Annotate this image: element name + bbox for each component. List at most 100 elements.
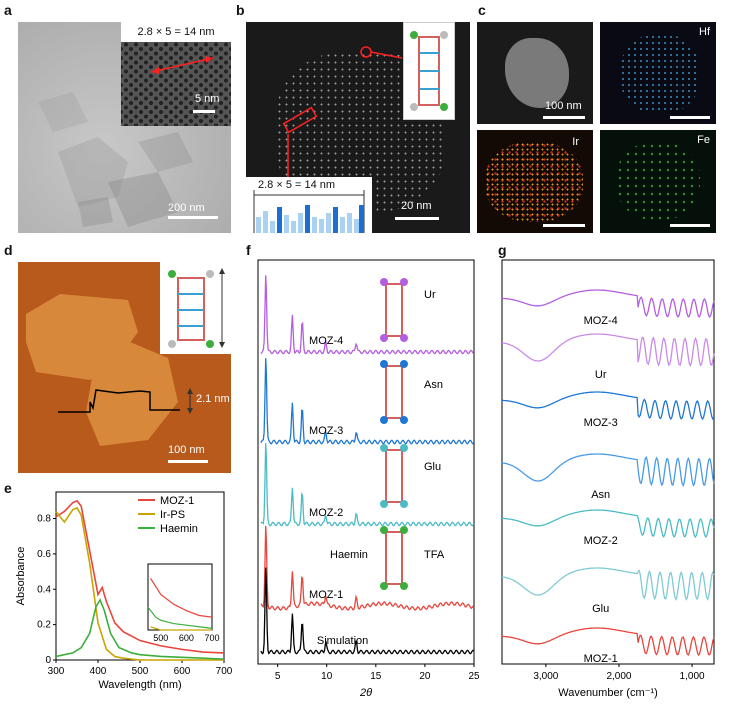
legend-label: Haemin: [160, 523, 198, 535]
map-fe: Fe: [600, 130, 716, 233]
series-line-moz-3: [501, 391, 715, 421]
scale-bar: [395, 217, 439, 220]
series-line-moz-1: [501, 627, 715, 657]
panel-label: e: [4, 480, 12, 496]
series-line-moz-4: [501, 289, 715, 319]
series-line-ur: [501, 333, 715, 368]
element-label: Fe: [697, 134, 710, 146]
annotation-label: Ur: [424, 289, 436, 301]
molecule-end: [400, 444, 408, 452]
inset-frame: [147, 563, 213, 631]
x-tick-label: 15: [370, 671, 382, 682]
y-tick-label: 0.8: [37, 514, 51, 525]
panel-label: c: [478, 2, 486, 18]
map-hf: Hf: [600, 22, 716, 124]
absorbance-chart: 300 400 500 600 700 0 0.2 0.4 0.6 0.8 Wavelength (…: [15, 491, 232, 691]
series-line-moz-3: [260, 358, 475, 445]
profile-label: 2.8 × 5 = 14 nm: [258, 179, 336, 191]
molecule-icon: [380, 278, 408, 342]
x-tick-label: 3,000: [533, 671, 558, 682]
molecule-end: [400, 360, 408, 368]
tem-flakes: [38, 92, 193, 227]
molecule-icon: [380, 444, 408, 508]
profile-box: 2.8 × 5 = 14 nm: [246, 177, 372, 233]
series-line-glu: [501, 567, 715, 602]
scale-label: 100 nm: [545, 100, 582, 112]
molecule-frame: [385, 531, 403, 585]
series-label: Glu: [592, 603, 609, 615]
series-line-simulation: [260, 567, 475, 655]
panel-label: g: [498, 242, 507, 258]
map-ir: Ir: [477, 130, 593, 233]
y-tick-label: 0.6: [37, 549, 51, 560]
y-axis-label: Absorbance: [15, 547, 27, 606]
stem-image: 2.8 × 5 = 14 nm 20 nm: [246, 22, 470, 233]
series-line-moz-4: [260, 275, 475, 355]
series-label: MOZ-3: [584, 417, 618, 429]
molecule-inset: [160, 262, 231, 354]
molecule-end: [380, 360, 388, 368]
inset-series-line: [150, 578, 213, 618]
inset-header: 2.8 × 5 = 14 nm: [121, 22, 231, 42]
x-tick-label: 1,000: [680, 671, 705, 682]
molecule-end: [400, 582, 408, 590]
x-axis-label: 2θ: [359, 687, 372, 699]
molecule-end: [380, 334, 388, 342]
molecule-end: [380, 500, 388, 508]
inset-scale-bar: [193, 110, 215, 113]
x-tick-label: 5: [275, 671, 281, 682]
scale-label: 100 nm: [168, 444, 205, 456]
y-tick-label: 0.4: [37, 584, 51, 595]
inset-arrow: [150, 56, 214, 74]
scale-bar: [543, 116, 585, 119]
element-label: Hf: [699, 26, 710, 38]
x-tick-label: 20: [419, 671, 431, 682]
molecule-end: [400, 334, 408, 342]
ftir-chart: 3,000 2,000 1,000 Wavenumber (cm⁻¹) MOZ-4 Ur M…: [501, 259, 715, 699]
x-tick-label: 10: [321, 671, 333, 682]
panel-label: a: [4, 2, 12, 18]
molecule-inset: [403, 22, 455, 120]
element-label: Ir: [572, 136, 579, 148]
series-line-haemin: [55, 598, 225, 660]
series-label: MOZ-1: [309, 589, 343, 601]
panel-label: d: [4, 242, 13, 258]
scale-label: 200 nm: [168, 202, 205, 214]
molecule-frame: [385, 283, 403, 337]
molecule-end: [380, 278, 388, 286]
x-tick-label: 2,000: [606, 671, 631, 682]
inset-x-tick-label: 500: [153, 633, 168, 643]
inset-x-tick-label: 700: [204, 633, 219, 643]
series-line-moz-1: [55, 499, 225, 654]
plot-frame: [257, 259, 475, 665]
scale-label: 20 nm: [401, 200, 432, 212]
legend-label: MOZ-1: [160, 495, 194, 507]
molecule-icon: [380, 360, 408, 424]
molecule-frame: [385, 449, 403, 503]
haadf-image: 100 nm: [477, 22, 593, 124]
series-line-ir-ps: [55, 506, 224, 661]
scale-bar: [670, 116, 710, 119]
series-label: MOZ-3: [309, 425, 343, 437]
series-line-moz-2: [501, 509, 715, 539]
x-axis-label: Wavenumber (cm⁻¹): [558, 687, 658, 699]
series-label: Ur: [595, 369, 607, 381]
annotation-label: Haemin: [330, 549, 368, 561]
x-axis-label: Wavelength (nm): [98, 679, 181, 691]
series-label: MOZ-2: [584, 535, 618, 547]
inset-scale-label: 5 nm: [195, 93, 220, 105]
x-tick-label: 400: [90, 666, 107, 677]
flake: [505, 38, 569, 108]
molecule-end: [380, 526, 388, 534]
molecule-end: [400, 278, 408, 286]
scale-bar: [168, 216, 218, 219]
stem-annotations: [282, 46, 403, 178]
y-tick-label: 0.2: [37, 620, 51, 631]
series-label: Simulation: [317, 635, 368, 647]
molecule-icon: [380, 526, 408, 590]
series-label: MOZ-1: [584, 653, 618, 665]
molecule-frame: [385, 365, 403, 419]
annotation-label: TFA: [424, 549, 445, 561]
scale-bar: [543, 224, 585, 227]
x-tick-label: 300: [48, 666, 65, 677]
